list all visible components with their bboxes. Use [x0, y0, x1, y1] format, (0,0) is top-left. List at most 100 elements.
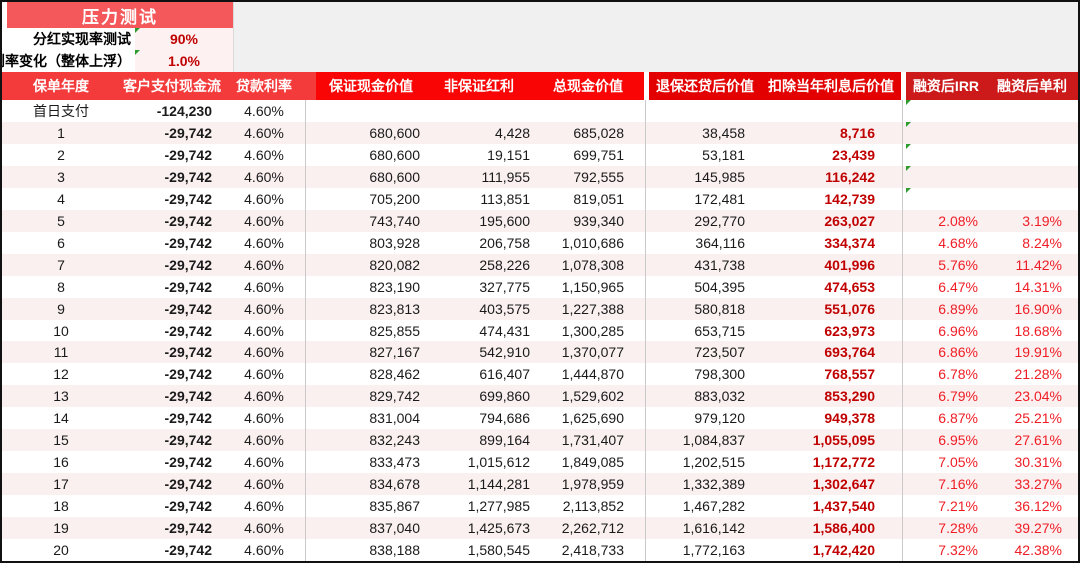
cell-loan-rate: 4.60% — [244, 256, 284, 273]
cell-post-financing-simple-rate: 14.31% — [1014, 278, 1062, 295]
cell-value-after-interest: 23,439 — [832, 146, 875, 163]
cell-flag-triangle-icon — [906, 143, 911, 149]
cell-post-financing-simple-rate: 3.19% — [1022, 212, 1062, 229]
cell-guaranteed-cash-value: 838,188 — [369, 542, 420, 559]
cell-non-guaranteed-dividend — [426, 100, 532, 122]
cell-customer-cashflow: -29,742 — [164, 542, 212, 559]
table-row: 1 -29,742 4.60% 680,600 4,428 685,028 38,458 8,… — [2, 121, 1078, 144]
cell-non-guaranteed-dividend: 327,775 — [479, 278, 530, 295]
cell-flag-triangle-icon — [906, 165, 911, 171]
column-group-divider — [304, 187, 316, 210]
column-group-divider — [644, 473, 649, 496]
cell-post-financing-simple-rate: 33.27% — [1014, 476, 1062, 493]
cell-customer-cashflow: -29,742 — [164, 190, 212, 207]
cell-post-financing-irr — [906, 187, 986, 210]
cell-loan-rate: 4.60% — [244, 124, 284, 141]
cell-non-guaranteed-dividend: 1,580,545 — [467, 542, 530, 559]
cell-policy-year: 13 — [53, 388, 69, 405]
table-body: 首日支付 -124,230 4.60% 1 -29,742 4.60% 680,600 4,4… — [2, 100, 1078, 561]
cell-post-financing-simple-rate: 30.31% — [1014, 454, 1062, 471]
cell-value-after-interest: 1,742,420 — [812, 542, 875, 559]
cell-post-financing-irr: 6.79% — [938, 388, 978, 405]
column-group-divider — [304, 341, 316, 364]
cell-customer-cashflow: -29,742 — [164, 410, 212, 427]
cell-loan-rate: 4.60% — [244, 190, 284, 207]
cell-customer-cashflow: -29,742 — [164, 498, 212, 515]
cell-total-cash-value: 685,028 — [573, 124, 624, 141]
cell-total-cash-value: 1,849,085 — [561, 454, 624, 471]
cell-post-financing-simple-rate — [986, 188, 1078, 210]
cell-non-guaranteed-dividend: 474,431 — [479, 322, 530, 339]
cell-value-after-interest: 8,716 — [839, 124, 875, 141]
cell-value-after-surrender: 1,332,389 — [682, 476, 745, 493]
column-group-divider — [304, 100, 316, 122]
cell-value-after-interest: 1,437,540 — [812, 498, 875, 515]
cell-total-cash-value: 1,227,388 — [561, 300, 624, 317]
cell-customer-cashflow: -29,742 — [164, 256, 212, 273]
table-row: 14 -29,742 4.60% 831,004 794,686 1,625,690 979… — [2, 407, 1078, 430]
cell-total-cash-value: 2,262,712 — [561, 520, 624, 537]
cell-loan-rate: 4.60% — [244, 410, 284, 427]
table-row: 2 -29,742 4.60% 680,600 19,151 699,751 53,181 2… — [2, 143, 1078, 166]
cell-total-cash-value: 1,078,308 — [561, 256, 624, 273]
cell-flag-triangle-icon — [135, 28, 140, 33]
cell-total-cash-value: 2,113,852 — [562, 498, 624, 515]
cell-guaranteed-cash-value: 823,813 — [369, 300, 420, 317]
column-group-divider — [901, 385, 906, 408]
cell-loan-rate: 4.60% — [244, 300, 284, 317]
cell-value-after-surrender: 364,116 — [695, 234, 745, 251]
cell-post-financing-irr — [906, 100, 986, 122]
cell-value-after-interest — [761, 100, 901, 122]
column-group-divider — [644, 187, 649, 210]
table-row: 10 -29,742 4.60% 825,855 474,431 1,300,285 653… — [2, 319, 1078, 342]
cell-post-financing-simple-rate: 42.38% — [1014, 542, 1062, 559]
cell-post-financing-simple-rate: 21.28% — [1014, 366, 1062, 383]
cell-value-after-interest: 1,055,095 — [812, 432, 875, 449]
cell-guaranteed-cash-value: 705,200 — [369, 190, 420, 207]
column-group-divider — [304, 517, 316, 540]
cell-post-financing-irr: 7.21% — [938, 498, 978, 515]
cell-guaranteed-cash-value: 828,462 — [369, 366, 420, 383]
column-group-divider — [901, 165, 906, 188]
table-row: 4 -29,742 4.60% 705,200 113,851 819,051 172,48… — [2, 187, 1078, 210]
cell-customer-cashflow: -29,742 — [164, 322, 212, 339]
cell-value-after-surrender: 145,985 — [694, 168, 745, 185]
column-group-divider — [304, 451, 316, 474]
cell-post-financing-simple-rate: 16.90% — [1014, 300, 1062, 317]
cell-value-after-interest: 474,653 — [824, 278, 875, 295]
cell-customer-cashflow: -29,742 — [164, 454, 212, 471]
column-group-divider — [644, 429, 649, 452]
cell-total-cash-value: 939,340 — [573, 212, 624, 229]
cell-non-guaranteed-dividend: 542,910 — [479, 344, 530, 361]
parameter-label: 分红实现率测试 — [7, 28, 135, 50]
column-header-non-guaranteed-dividend: 非保证红利 — [426, 72, 532, 100]
table-row: 13 -29,742 4.60% 829,742 699,860 1,529,602 883… — [2, 385, 1078, 408]
cell-post-financing-irr: 7.28% — [938, 520, 978, 537]
stress-parameters: 分红实现率测试 90% 利率变化（整体上浮） 1.0% — [2, 28, 233, 72]
cell-guaranteed-cash-value: 743,740 — [369, 212, 420, 229]
cell-non-guaranteed-dividend: 1,425,673 — [467, 520, 530, 537]
cell-guaranteed-cash-value: 834,678 — [369, 476, 420, 493]
column-group-divider — [304, 165, 316, 188]
cell-post-financing-simple-rate: 39.27% — [1014, 520, 1062, 537]
cell-policy-year: 14 — [53, 410, 69, 427]
column-group-divider — [901, 100, 906, 122]
cell-customer-cashflow: -29,742 — [164, 476, 212, 493]
cell-guaranteed-cash-value: 680,600 — [369, 168, 420, 185]
table-row: 18 -29,742 4.60% 835,867 1,277,985 2,113,852 1… — [2, 495, 1078, 518]
cell-customer-cashflow: -29,742 — [164, 520, 212, 537]
cell-policy-year: 9 — [57, 300, 65, 317]
cell-guaranteed-cash-value: 823,190 — [369, 278, 420, 295]
parameter-value: 90% — [135, 28, 233, 50]
cell-total-cash-value: 1,529,602 — [561, 388, 624, 405]
parameter-label: 利率变化（整体上浮） — [2, 50, 135, 72]
column-group-divider — [304, 297, 316, 320]
column-group-divider — [901, 363, 906, 386]
cell-policy-year: 4 — [57, 190, 65, 207]
cell-total-cash-value: 1,731,407 — [561, 432, 624, 449]
column-header-policy-year: 保单年度 — [2, 72, 120, 100]
column-group-divider — [901, 143, 906, 166]
cell-value-after-surrender — [649, 100, 761, 122]
column-group-divider — [304, 231, 316, 254]
cell-value-after-surrender: 723,507 — [694, 344, 745, 361]
